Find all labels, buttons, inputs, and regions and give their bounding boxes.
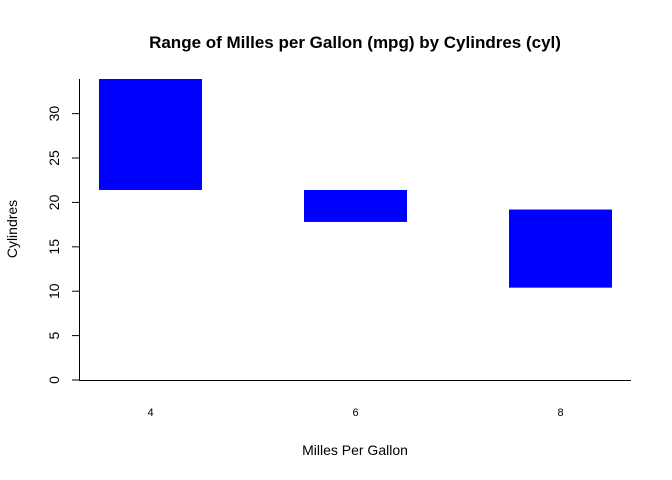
y-tick-label-20: 20 (46, 194, 62, 210)
y-axis-label: Cylindres (4, 200, 20, 258)
y-tick-label-10: 10 (46, 283, 62, 299)
x-axis-label: Milles Per Gallon (302, 442, 408, 458)
y-tick-label-25: 25 (46, 150, 62, 166)
bars-group (99, 79, 612, 288)
chart-title: Range of Milles per Gallon (mpg) by Cyli… (149, 33, 561, 52)
x-tick-label-4: 4 (147, 407, 153, 419)
y-tick-label-15: 15 (46, 239, 62, 255)
bar-cyl-6 (304, 189, 407, 222)
x-tick-label-8: 8 (557, 407, 563, 419)
bar-cyl-8 (509, 209, 612, 288)
y-axis-ticks: 0 5 10 15 20 25 30 (46, 106, 79, 384)
x-axis-ticks: 4 6 8 (147, 407, 563, 419)
bar-cyl-4 (99, 79, 202, 190)
y-tick-label-5: 5 (46, 332, 62, 340)
y-tick-label-0: 0 (46, 376, 62, 384)
y-tick-label-30: 30 (46, 106, 62, 122)
x-tick-label-6: 6 (352, 407, 358, 419)
